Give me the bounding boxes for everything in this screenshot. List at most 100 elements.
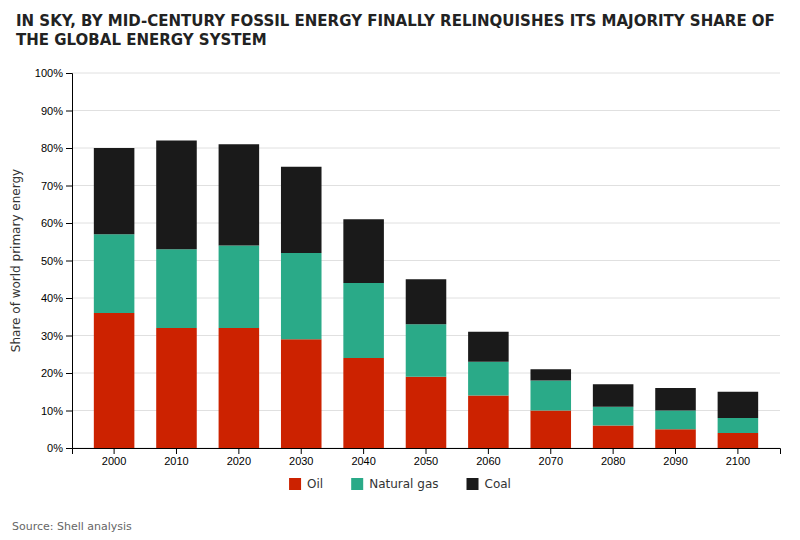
- bar: [593, 407, 634, 426]
- y-tick-label: 80%: [41, 142, 63, 154]
- legend-label: Oil: [307, 477, 323, 491]
- y-tick-mark: [66, 411, 72, 412]
- x-tick-mark: [613, 448, 614, 454]
- bar: [219, 328, 260, 448]
- y-tick-mark: [66, 111, 72, 112]
- bars: [94, 141, 758, 449]
- bar: [530, 381, 571, 411]
- bar: [718, 392, 759, 418]
- y-tick-mark: [66, 336, 72, 337]
- x-tick-label: 2020: [227, 455, 251, 467]
- bar: [468, 396, 509, 449]
- x-tick-label: 2090: [663, 455, 687, 467]
- y-tick-label: 40%: [41, 292, 63, 304]
- x-tick-mark: [675, 448, 676, 454]
- y-tick: 0%: [47, 442, 72, 454]
- y-tick: 60%: [41, 217, 72, 229]
- x-tick: 2030: [289, 448, 313, 467]
- legend-label: Natural gas: [369, 477, 438, 491]
- bar: [468, 332, 509, 362]
- y-axis-title: Share of world primary energy: [9, 169, 23, 352]
- x-tick: 2080: [601, 448, 625, 467]
- bar: [156, 249, 197, 328]
- y-tick: 70%: [41, 180, 72, 192]
- x-tick-label: 2000: [102, 455, 126, 467]
- bar: [406, 324, 447, 377]
- bar: [156, 141, 197, 250]
- y-axis: 0% 10% 20% 30% 40% 50% 60% 70% 80% 90% 100%: [35, 67, 73, 454]
- bar: [655, 388, 696, 411]
- legend-item: Coal: [467, 477, 511, 491]
- legend-swatch: [289, 478, 301, 490]
- x-tick-label: 2010: [164, 455, 188, 467]
- y-tick-label: 20%: [41, 367, 63, 379]
- bar: [219, 144, 260, 245]
- y-tick-label: 50%: [41, 255, 63, 267]
- grid-line: [72, 73, 780, 74]
- y-tick-mark: [66, 261, 72, 262]
- x-tick-label: 2030: [289, 455, 313, 467]
- bar: [281, 253, 322, 339]
- x-tick-mark: [238, 448, 239, 454]
- legend: Oil Natural gas Coal: [289, 477, 511, 491]
- x-tick-label: 2060: [476, 455, 500, 467]
- y-axis-line: [66, 74, 73, 449]
- bar: [593, 384, 634, 407]
- x-tick-mark: [737, 448, 738, 454]
- y-tick-mark: [66, 373, 72, 374]
- bar: [156, 328, 197, 448]
- y-tick: 100%: [35, 67, 72, 79]
- bar: [94, 148, 135, 234]
- x-tick-label: 2080: [601, 455, 625, 467]
- y-tick: 80%: [41, 142, 72, 154]
- y-tick-label: 0%: [47, 442, 63, 454]
- x-tick-mark: [426, 448, 427, 454]
- y-tick-label: 70%: [41, 180, 63, 192]
- legend-item: Natural gas: [351, 477, 438, 491]
- bar: [343, 219, 384, 283]
- x-tick: 2070: [539, 448, 563, 467]
- bar: [593, 426, 634, 449]
- y-tick-label: 10%: [41, 405, 63, 417]
- x-tick-mark: [176, 448, 177, 454]
- y-tick-mark: [66, 186, 72, 187]
- y-tick: 20%: [41, 367, 72, 379]
- y-tick-mark: [66, 298, 72, 299]
- series: [94, 313, 758, 448]
- bar: [94, 234, 135, 313]
- x-tick: 2090: [663, 448, 687, 467]
- y-tick: 40%: [41, 292, 72, 304]
- x-axis: 2000 2010 2020 2030 2040 2050 2060 2070 2080 2090…: [73, 448, 781, 467]
- bar: [219, 246, 260, 329]
- bar: [281, 339, 322, 448]
- y-tick: 10%: [41, 405, 72, 417]
- chart: IN SKY, BY MID-CENTURY FOSSIL ENERGY FIN…: [0, 0, 800, 540]
- x-tick-mark: [363, 448, 364, 454]
- bar: [718, 418, 759, 433]
- y-tick-mark: [66, 148, 72, 149]
- x-tick: 2040: [351, 448, 375, 467]
- x-tick-label: 2040: [351, 455, 375, 467]
- x-tick-label: 2050: [414, 455, 438, 467]
- bar: [343, 283, 384, 358]
- bar: [468, 362, 509, 396]
- x-tick: 2100: [726, 448, 750, 467]
- bar: [406, 377, 447, 448]
- bar: [530, 369, 571, 380]
- x-tick: 2020: [227, 448, 251, 467]
- bar: [530, 411, 571, 449]
- bar: [718, 433, 759, 448]
- y-tick: 90%: [41, 105, 72, 117]
- legend-item: Oil: [289, 477, 323, 491]
- legend-label: Coal: [485, 477, 511, 491]
- series: [94, 234, 758, 433]
- grid: [72, 73, 780, 448]
- series: [94, 141, 758, 419]
- annotation: Source: Shell analysis: [12, 520, 132, 533]
- x-axis-line: [73, 449, 781, 455]
- x-tick: 2050: [414, 448, 438, 467]
- y-tick: 30%: [41, 330, 72, 342]
- legend-swatch: [351, 478, 363, 490]
- x-tick-label: 2070: [539, 455, 563, 467]
- bar: [406, 279, 447, 324]
